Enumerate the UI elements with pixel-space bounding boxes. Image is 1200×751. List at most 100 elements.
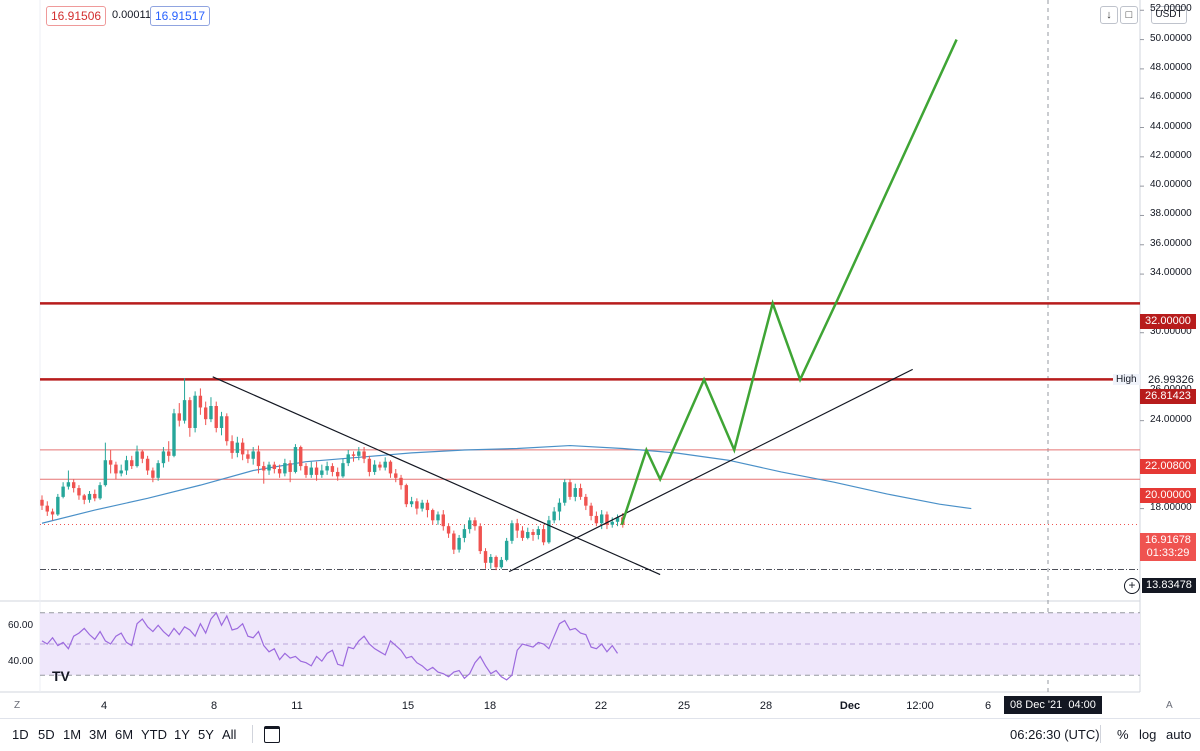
- time-axis-label: 11: [291, 700, 303, 712]
- candle-body: [288, 463, 292, 472]
- candle-body: [526, 532, 530, 538]
- candle-body: [594, 515, 599, 524]
- candle-body: [299, 447, 303, 467]
- time-axis-label: 4: [100, 700, 108, 712]
- auto-scale-button[interactable]: A: [1166, 700, 1173, 711]
- time-axis-label: 22: [594, 700, 608, 712]
- candle-body: [103, 460, 108, 486]
- candle-body: [130, 460, 134, 467]
- timeframe-ytd[interactable]: YTD: [141, 727, 167, 742]
- currency-selector[interactable]: USDT: [1151, 6, 1187, 24]
- time-axis-label: 25: [677, 700, 691, 712]
- candle-body: [161, 451, 166, 464]
- fullscreen-icon[interactable]: □: [1120, 6, 1138, 24]
- candle-body: [536, 529, 541, 535]
- percent-toggle[interactable]: %: [1117, 727, 1129, 742]
- candle-body: [383, 461, 387, 468]
- resistance-32-tag: 32.00000: [1140, 314, 1196, 329]
- candle-body: [615, 517, 620, 522]
- candle-body: [346, 454, 350, 464]
- candles-layer: [40, 378, 625, 571]
- calendar-range-icon[interactable]: [264, 726, 280, 743]
- candle-body: [87, 493, 92, 500]
- candle-body: [372, 464, 377, 472]
- time-axis-label: 18: [483, 700, 497, 712]
- timeframe-1m[interactable]: 1M: [63, 727, 82, 742]
- toolbar-divider-right: [1100, 725, 1101, 743]
- candle-body: [478, 526, 482, 552]
- candle-body: [504, 540, 509, 560]
- rsi-axis-60: 60.00: [8, 620, 34, 631]
- timeframe-5y[interactable]: 5Y: [198, 727, 214, 742]
- candle-body: [193, 395, 197, 428]
- arrow-down-icon[interactable]: ↓: [1100, 6, 1118, 24]
- candle-body: [214, 405, 218, 428]
- moving-average-line: [41, 444, 972, 524]
- plus-circle-icon[interactable]: +: [1124, 578, 1140, 594]
- level-22-tag: 22.00800: [1140, 459, 1196, 474]
- candle-body: [177, 413, 181, 421]
- price-axis-label: 34.00000: [1150, 267, 1192, 279]
- price-axis-label: 46.00000: [1150, 91, 1192, 103]
- timeframe-6m[interactable]: 6M: [115, 727, 134, 742]
- candle-body: [108, 460, 113, 465]
- time-axis-label: 12:00: [906, 700, 934, 712]
- candle-body: [135, 451, 139, 467]
- candle-body: [510, 523, 514, 541]
- timeframe-3m[interactable]: 3M: [89, 727, 108, 742]
- ask-price[interactable]: 16.91517: [150, 6, 211, 26]
- time-axis-label: 6: [984, 700, 992, 712]
- candle-body: [568, 482, 572, 497]
- goto-date-button[interactable]: Z: [14, 700, 21, 711]
- candle-body: [203, 407, 208, 420]
- candle-body: [167, 451, 171, 456]
- time-axis-label: 15: [401, 700, 415, 712]
- candle-body: [563, 482, 567, 503]
- auto-toggle[interactable]: auto: [1166, 727, 1192, 742]
- price-axis-label: 52.00000: [1150, 3, 1192, 15]
- candle-body: [599, 514, 604, 524]
- candle-body: [267, 464, 271, 471]
- level-20-tag: 20.00000: [1140, 488, 1196, 503]
- candle-body: [394, 473, 398, 478]
- candle-body: [93, 493, 97, 499]
- timeframe-all[interactable]: All: [222, 727, 237, 742]
- timeframe-1y[interactable]: 1Y: [174, 727, 190, 742]
- utc-clock[interactable]: 06:26:30 (UTC): [1010, 727, 1100, 742]
- candle-body: [378, 464, 382, 468]
- bid-price[interactable]: 16.91506: [46, 6, 107, 26]
- crosshair-date-label: 08 Dec '21 04:00: [1004, 696, 1102, 714]
- candle-body: [335, 471, 340, 477]
- timeframe-5d[interactable]: 5D: [38, 727, 55, 742]
- candle-body: [61, 486, 65, 497]
- candle-body: [388, 461, 393, 474]
- candle-body: [452, 533, 456, 550]
- candle-body: [462, 529, 467, 538]
- rsi-line: [41, 611, 619, 681]
- countdown-tag: 01:33:29: [1140, 546, 1196, 561]
- crosshair-date: 08 Dec '21: [1010, 699, 1063, 711]
- log-toggle[interactable]: log: [1139, 727, 1157, 742]
- price-axis-label: 40.00000: [1150, 179, 1192, 191]
- timeframe-1d[interactable]: 1D: [12, 727, 29, 742]
- price-axis-label: 42.00000: [1150, 149, 1192, 161]
- candle-body: [457, 537, 461, 550]
- high-label: High: [1113, 374, 1140, 385]
- candle-body: [552, 511, 556, 521]
- candle-body: [198, 395, 203, 408]
- candle-body: [98, 485, 102, 499]
- candle-body: [188, 400, 192, 428]
- candle-body: [589, 505, 593, 516]
- candle-body: [124, 460, 129, 471]
- candle-body: [172, 413, 176, 456]
- candle-body: [431, 510, 435, 521]
- low-price-tag: 13.83478: [1142, 578, 1196, 593]
- candle-body: [441, 514, 445, 527]
- projection-path: [620, 39, 958, 526]
- axis-layer: [1140, 9, 1144, 510]
- candle-body: [235, 442, 240, 453]
- candle-body: [320, 470, 324, 475]
- candle-body: [357, 451, 361, 456]
